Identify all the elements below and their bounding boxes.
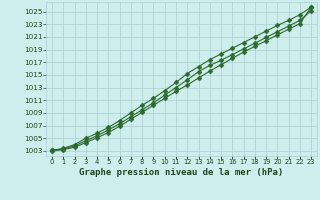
- X-axis label: Graphe pression niveau de la mer (hPa): Graphe pression niveau de la mer (hPa): [79, 168, 284, 177]
